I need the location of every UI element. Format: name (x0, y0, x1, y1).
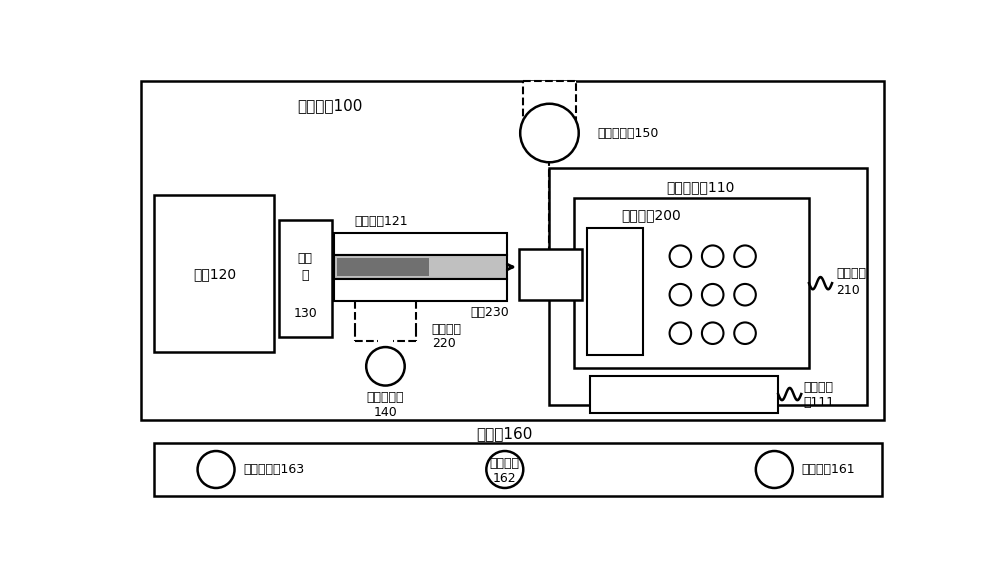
Text: 锁具放置台110: 锁具放置台110 (666, 180, 735, 194)
Bar (549, 168, 867, 405)
Circle shape (734, 245, 756, 267)
Bar (334, 279, 507, 301)
Bar (334, 233, 507, 254)
Circle shape (734, 284, 756, 306)
Text: 210: 210 (836, 284, 860, 297)
Bar (154, 443, 882, 495)
Text: 锁芯230: 锁芯230 (470, 306, 509, 319)
Text: 162: 162 (493, 472, 517, 485)
Bar (337, 258, 429, 276)
Text: 220: 220 (432, 337, 455, 350)
Text: 控制板160: 控制板160 (477, 427, 533, 441)
Text: 智能锁芯200: 智能锁芯200 (621, 208, 681, 222)
Circle shape (734, 323, 756, 344)
Bar (519, 248, 582, 300)
Text: 检测系统100: 检测系统100 (297, 99, 362, 114)
Bar (574, 199, 809, 368)
Text: 140: 140 (374, 406, 397, 419)
Text: 暂停按钮: 暂停按钮 (490, 457, 520, 470)
Circle shape (702, 284, 723, 306)
Text: 状态指示器163: 状态指示器163 (243, 463, 304, 476)
Circle shape (366, 347, 405, 386)
Text: 第二把手: 第二把手 (432, 323, 462, 336)
Text: 板111: 板111 (804, 396, 835, 409)
Circle shape (756, 451, 793, 488)
Bar (279, 220, 332, 337)
Text: 启动按钮161: 启动按钮161 (801, 463, 855, 476)
Text: 第一把手: 第一把手 (836, 267, 866, 280)
Circle shape (670, 245, 691, 267)
Circle shape (670, 323, 691, 344)
Bar (154, 195, 274, 352)
Text: 转动感应器: 转动感应器 (367, 391, 404, 404)
Bar (590, 376, 778, 413)
Bar (523, 82, 576, 134)
Bar (334, 254, 507, 279)
Text: 器: 器 (302, 269, 309, 282)
Text: 电机120: 电机120 (193, 267, 236, 281)
Text: 130: 130 (293, 307, 317, 320)
Circle shape (198, 451, 235, 488)
Circle shape (670, 284, 691, 306)
Bar (141, 82, 884, 420)
Circle shape (486, 451, 523, 488)
Circle shape (702, 323, 723, 344)
Text: 检测把手121: 检测把手121 (355, 215, 408, 228)
Text: 视觉采集器150: 视觉采集器150 (597, 127, 659, 140)
Text: 阻尼: 阻尼 (298, 252, 313, 265)
Text: 蓝牙感应: 蓝牙感应 (804, 381, 834, 394)
Bar (587, 227, 643, 355)
Circle shape (520, 104, 579, 162)
Circle shape (702, 245, 723, 267)
